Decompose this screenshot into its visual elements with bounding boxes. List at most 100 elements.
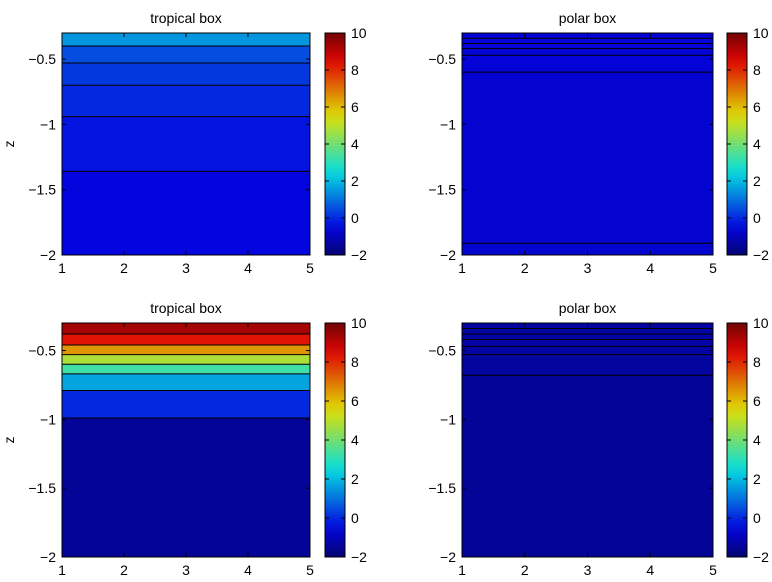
colorbar-tick-label: 0 — [351, 510, 359, 526]
x-tick-label: 3 — [182, 260, 190, 276]
layer-band — [62, 63, 310, 86]
panel-4: 1 2 3 4 5 −2 −1.5 −1 −0.5 polar box −2 0 2 4 6 8 10 — [428, 300, 769, 578]
colorbar-tick-label: 4 — [753, 136, 761, 152]
layer-band — [62, 364, 310, 374]
layer-band — [62, 116, 310, 172]
layer-band — [462, 72, 713, 244]
panel-title: polar box — [559, 300, 617, 316]
layer-band — [62, 345, 310, 355]
colorbar-tick-label: −2 — [753, 549, 769, 565]
panel-2: 1 2 3 4 5 −2 −1.5 −1 −0.5 polar box −2 0 2 4 6 8 10 — [428, 10, 769, 276]
x-tick-label: 4 — [646, 260, 654, 276]
panel-title: tropical box — [150, 300, 222, 316]
colorbar-tick-label: 8 — [351, 354, 359, 370]
layer-band — [62, 354, 310, 365]
colorbar-tick-label: −2 — [351, 247, 367, 263]
y-tick-label: −2 — [40, 247, 56, 263]
layer-band — [462, 334, 713, 340]
x-tick-label: 4 — [244, 260, 252, 276]
y-tick-label: −1 — [440, 116, 456, 132]
y-tick-label: −1.5 — [428, 480, 456, 496]
layer-band — [462, 339, 713, 347]
layer-band — [62, 390, 310, 418]
x-tick-label: 3 — [584, 260, 592, 276]
x-tick-label: 2 — [521, 562, 529, 577]
colorbar-tick-label: 2 — [351, 471, 359, 487]
layer-band — [462, 243, 713, 255]
layer-band — [62, 171, 310, 255]
y-tick-label: −1.5 — [428, 182, 456, 198]
colorbar-tick-label: 4 — [351, 432, 359, 448]
layer-band — [462, 38, 713, 44]
y-tick-label: −2 — [440, 247, 456, 263]
layer-band — [462, 346, 713, 355]
colorbar-tick-label: 10 — [753, 315, 769, 331]
colorbar-tick-label: 6 — [351, 99, 359, 115]
x-tick-label: 1 — [458, 562, 466, 577]
x-tick-label: 3 — [182, 562, 190, 577]
y-axis-label: z — [1, 141, 17, 148]
layer-band — [462, 375, 713, 557]
colorbar-tick-label: 0 — [753, 210, 761, 226]
x-tick-label: 5 — [306, 562, 314, 577]
x-tick-label: 2 — [120, 562, 128, 577]
colorbar-tick-label: 8 — [753, 354, 761, 370]
colorbar-tick-label: 10 — [351, 25, 367, 41]
colorbar-tick-label: 4 — [753, 432, 761, 448]
layer-band — [62, 334, 310, 346]
layer-band — [62, 85, 310, 117]
x-tick-label: 3 — [584, 562, 592, 577]
y-tick-label: −1.5 — [28, 480, 56, 496]
colorbar-tick-label: −2 — [753, 247, 769, 263]
colorbar-tick-label: 4 — [351, 136, 359, 152]
colorbar-tick-label: 6 — [753, 99, 761, 115]
x-tick-label: 1 — [58, 260, 66, 276]
colorbar-tick-label: 8 — [753, 62, 761, 78]
colorbar-tick-label: 2 — [351, 173, 359, 189]
colorbar-tick-label: 8 — [351, 62, 359, 78]
layer-band — [462, 43, 713, 49]
y-tick-label: −1 — [40, 411, 56, 427]
x-tick-label: 4 — [646, 562, 654, 577]
colorbar-tick-label: 0 — [753, 510, 761, 526]
y-tick-label: −0.5 — [28, 343, 56, 359]
colorbar-tick-label: 10 — [753, 25, 769, 41]
x-tick-label: 1 — [458, 260, 466, 276]
colorbar-tick-label: 2 — [753, 471, 761, 487]
panel-title: polar box — [559, 10, 617, 26]
y-tick-label: −2 — [40, 549, 56, 565]
layer-band — [462, 354, 713, 376]
colorbar-tick-label: 2 — [753, 173, 761, 189]
colorbar-tick-label: 6 — [753, 393, 761, 409]
y-tick-label: −1 — [40, 116, 56, 132]
layer-band — [462, 55, 713, 73]
y-tick-label: −0.5 — [428, 51, 456, 67]
colorbar-tick-label: 10 — [351, 315, 367, 331]
y-axis-label: z — [1, 437, 17, 444]
layer-band — [462, 328, 713, 335]
y-tick-label: −0.5 — [28, 51, 56, 67]
panel-1: 1 2 3 4 5 −2 −1.5 −1 −0.5 tropical box z −2 0 2 4 6 8 10 — [1, 10, 367, 276]
colorbar-tick-label: 0 — [351, 210, 359, 226]
layer-band — [62, 417, 310, 557]
x-tick-label: 5 — [709, 260, 717, 276]
y-tick-label: −1 — [440, 411, 456, 427]
x-tick-label: 1 — [58, 562, 66, 577]
x-tick-label: 2 — [521, 260, 529, 276]
layer-band — [62, 373, 310, 391]
y-tick-label: −2 — [440, 549, 456, 565]
x-tick-label: 4 — [244, 562, 252, 577]
layer-band — [62, 323, 310, 335]
layer-band — [462, 48, 713, 56]
colorbar-tick-label: 6 — [351, 393, 359, 409]
x-tick-label: 2 — [120, 260, 128, 276]
layer-band — [62, 46, 310, 64]
panel-title: tropical box — [150, 10, 222, 26]
panel-3: 1 2 3 4 5 −2 −1.5 −1 −0.5 tropical box z −2 0 2 4 6 8 10 — [1, 300, 367, 578]
x-tick-label: 5 — [709, 562, 717, 577]
x-tick-label: 5 — [306, 260, 314, 276]
y-tick-label: −0.5 — [428, 343, 456, 359]
colorbar-tick-label: −2 — [351, 549, 367, 565]
